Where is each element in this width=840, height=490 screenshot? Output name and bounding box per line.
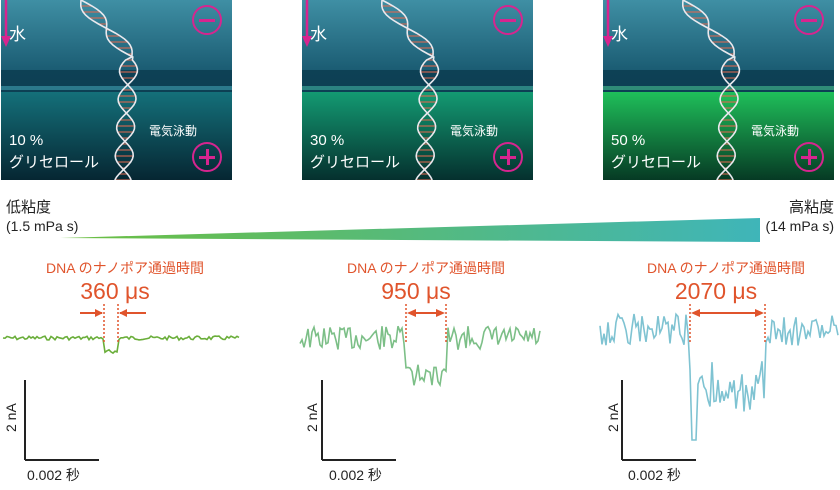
plus-electrode-icon: [192, 142, 222, 172]
viscosity-wedge: [60, 218, 760, 242]
low-viscosity-label: 低粘度 (1.5 mPa s): [6, 198, 78, 236]
minus-electrode-icon: [493, 5, 523, 35]
current-scale-label: 2 nA: [3, 403, 19, 432]
current-scale-label: 2 nA: [304, 403, 320, 432]
current-trace: [299, 324, 541, 388]
arrow-head-icon: [755, 309, 764, 317]
high-viscosity-label: 高粘度 (14 mPa s): [766, 198, 834, 236]
translocation-time-value: 950 μs: [381, 278, 451, 304]
electrophoresis-label: 電気泳動: [149, 124, 198, 138]
arrow-head-icon: [95, 309, 103, 317]
glycerol-label: グリセロール: [310, 154, 401, 171]
electrophoresis-arrow-icon: [603, 0, 613, 47]
arrow-head-icon: [119, 309, 127, 317]
electrophoresis-arrow-icon: [1, 0, 11, 47]
plus-electrode-icon: [794, 142, 824, 172]
low-viscosity-value: (1.5 mPa s): [6, 218, 79, 234]
glycerol-label: グリセロール: [9, 154, 100, 171]
low-viscosity-title: 低粘度: [6, 199, 52, 216]
minus-electrode-icon: [794, 5, 824, 35]
glycerol-percent: 10 %: [9, 132, 44, 149]
electrophoresis-arrow-icon: [302, 0, 312, 47]
current-trace: [599, 312, 839, 441]
plus-electrode-icon: [493, 142, 523, 172]
minus-electrode-icon: [192, 5, 222, 35]
electrophoresis-label: 電気泳動: [751, 124, 800, 138]
time-scale-label: 0.002 秒: [27, 467, 80, 483]
viscosity-gradient: [60, 218, 760, 242]
water-label: 水: [310, 25, 327, 44]
water-label: 水: [9, 25, 26, 44]
water-label: 水: [611, 25, 628, 44]
glycerol-percent: 30 %: [310, 132, 345, 149]
electrophoresis-label: 電気泳動: [450, 124, 499, 138]
time-scale-label: 0.002 秒: [628, 467, 681, 483]
high-viscosity-title: 高粘度: [788, 199, 834, 216]
translocation-time-value: 360 μs: [80, 278, 150, 304]
high-viscosity-value: (14 mPa s): [765, 218, 834, 234]
glycerol-label: グリセロール: [611, 154, 702, 171]
translocation-time-title: DNA のナノポア通過時間: [347, 260, 505, 276]
translocation-time-value: 2070 μs: [674, 278, 758, 304]
translocation-time-title: DNA のナノポア通過時間: [46, 260, 204, 276]
arrow-head-icon: [407, 309, 416, 317]
glycerol-percent: 50 %: [611, 132, 646, 149]
translocation-time-title: DNA のナノポア通過時間: [647, 260, 805, 276]
time-scale-label: 0.002 秒: [329, 467, 382, 483]
arrow-head-icon: [691, 309, 700, 317]
current-scale-label: 2 nA: [605, 403, 621, 432]
current-trace: [2, 334, 240, 355]
arrow-head-icon: [436, 309, 445, 317]
